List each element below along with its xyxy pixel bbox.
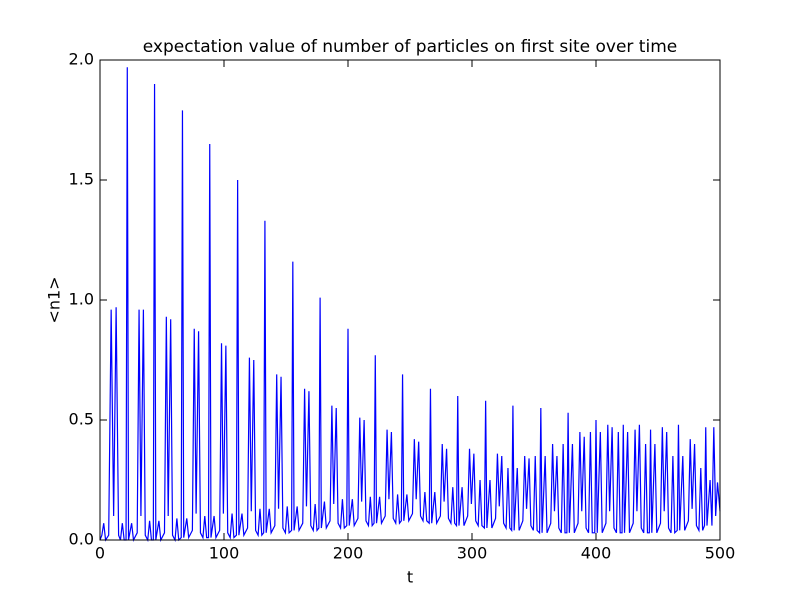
chart-title: expectation value of number of particles… [143,37,677,57]
x-tick-label: 0 [95,544,105,563]
x-tick-label: 300 [457,544,488,563]
x-tick-label: 200 [333,544,364,563]
y-tick-label: 2.0 [69,50,94,69]
y-axis-label: <n1> [45,276,64,323]
x-tick-label: 100 [209,544,240,563]
y-tick-label: 0.5 [69,410,94,429]
x-tick-label: 500 [705,544,736,563]
y-tick-label: 1.0 [69,290,94,309]
y-tick-label: 0.0 [69,530,94,549]
y-tick-label: 1.5 [69,170,94,189]
x-tick-label: 400 [581,544,612,563]
x-axis-label: t [407,568,413,587]
data-line [99,67,721,543]
